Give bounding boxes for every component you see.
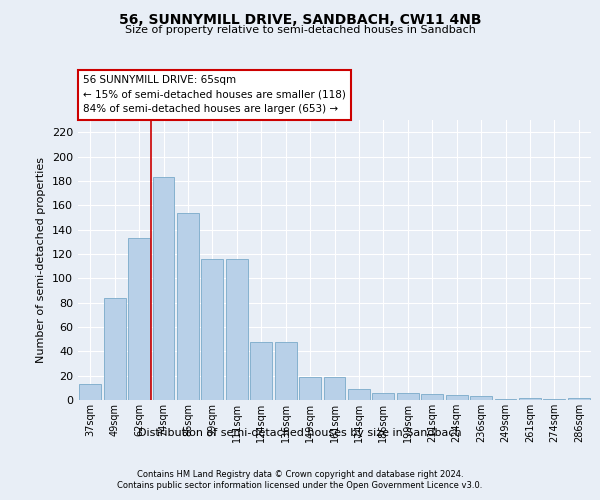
Bar (104, 298, 125, 400)
Bar (519, 398, 541, 400)
Bar (152, 177, 175, 400)
Bar (79, 384, 101, 400)
Bar (470, 396, 492, 400)
Text: Size of property relative to semi-detached houses in Sandbach: Size of property relative to semi-detach… (125, 25, 475, 35)
Bar (568, 398, 590, 400)
Bar (202, 259, 223, 400)
Bar (226, 259, 248, 400)
Bar (397, 392, 419, 400)
Bar (128, 238, 150, 400)
Bar (494, 399, 517, 400)
Bar (421, 394, 443, 400)
Bar (299, 377, 321, 400)
Bar (323, 377, 346, 400)
Bar (544, 399, 565, 400)
Bar (275, 342, 296, 400)
Bar (250, 342, 272, 400)
Bar (373, 392, 394, 400)
Bar (177, 212, 199, 400)
Text: Contains HM Land Registry data © Crown copyright and database right 2024.: Contains HM Land Registry data © Crown c… (137, 470, 463, 479)
Y-axis label: Number of semi-detached properties: Number of semi-detached properties (37, 157, 46, 363)
Bar (446, 395, 467, 400)
Bar (348, 389, 370, 400)
Text: 56 SUNNYMILL DRIVE: 65sqm
← 15% of semi-detached houses are smaller (118)
84% of: 56 SUNNYMILL DRIVE: 65sqm ← 15% of semi-… (83, 75, 346, 114)
Text: Distribution of semi-detached houses by size in Sandbach: Distribution of semi-detached houses by … (138, 428, 462, 438)
Text: Contains public sector information licensed under the Open Government Licence v3: Contains public sector information licen… (118, 481, 482, 490)
Text: 56, SUNNYMILL DRIVE, SANDBACH, CW11 4NB: 56, SUNNYMILL DRIVE, SANDBACH, CW11 4NB (119, 12, 481, 26)
